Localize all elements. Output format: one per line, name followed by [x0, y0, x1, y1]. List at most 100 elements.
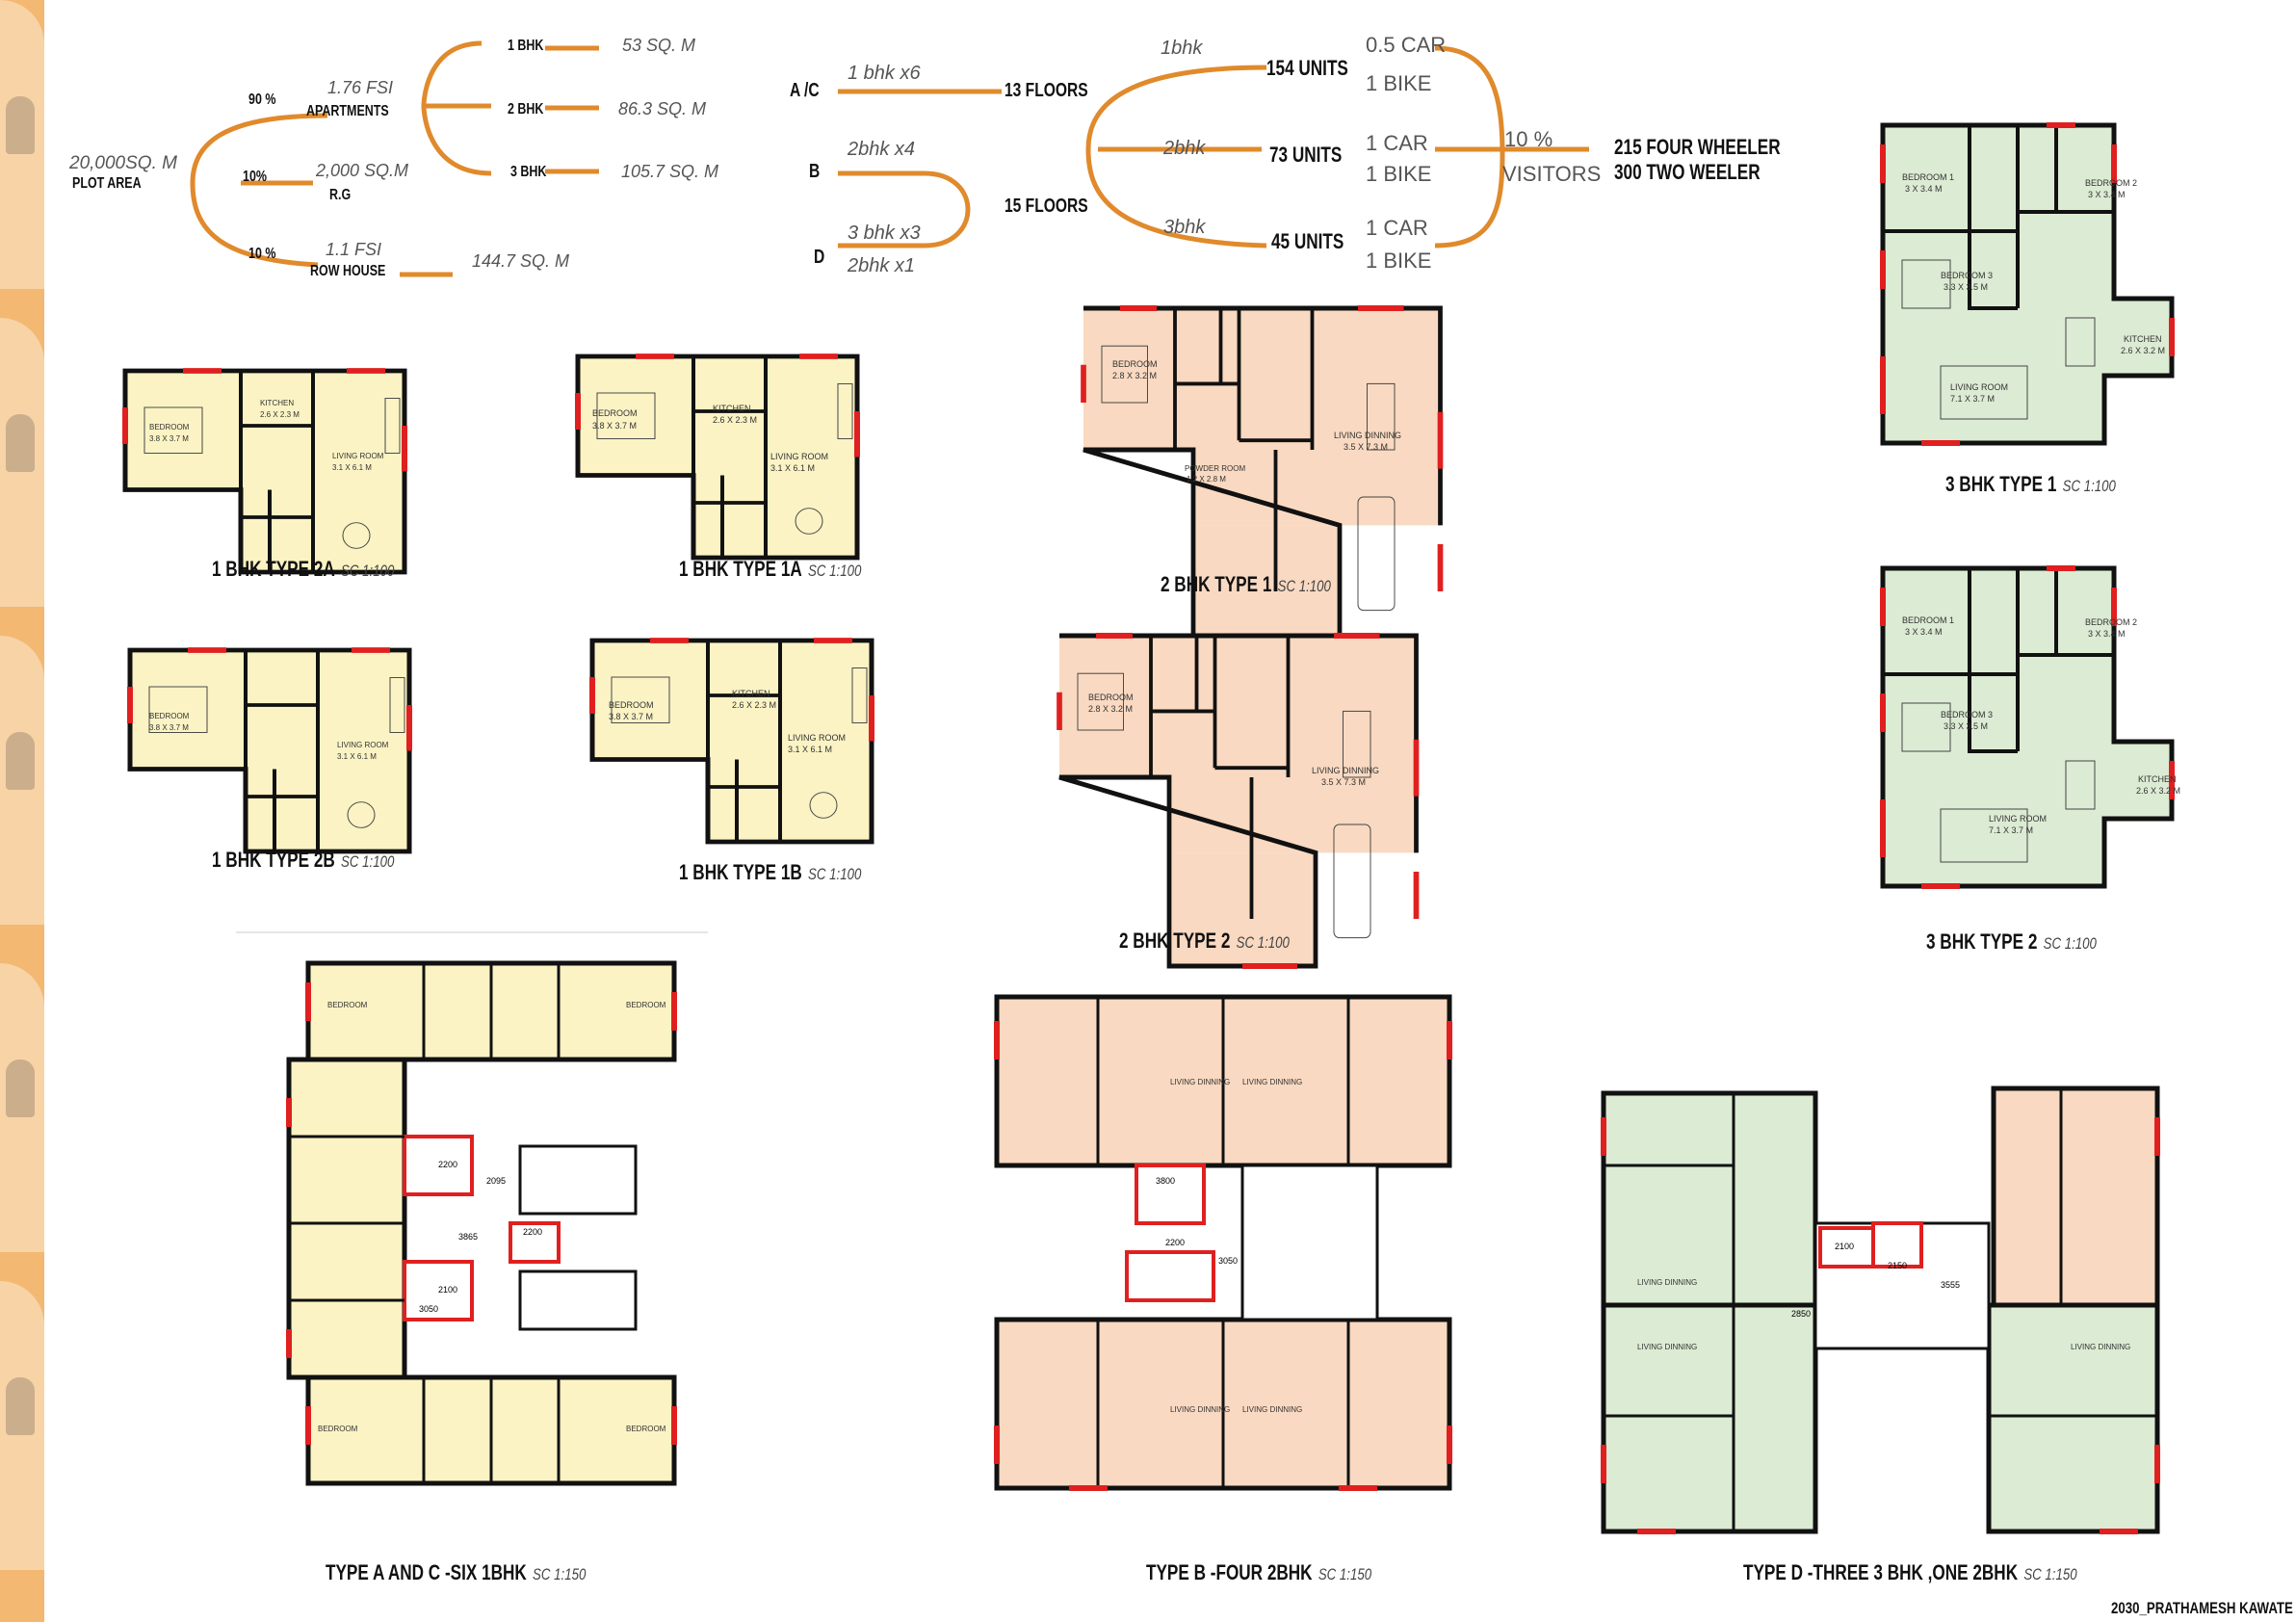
room-label: KITCHEN: [713, 404, 751, 413]
decorative-side-strip: [0, 0, 44, 1622]
program-tree: [190, 40, 1589, 277]
room-dim: 2.8 X 3.2 M: [1088, 704, 1134, 714]
row-house-percent: 10 %: [248, 246, 276, 262]
parking-car-3bhk: 1 CAR: [1366, 216, 1428, 240]
tower-b-floors: 15 FLOORS: [1004, 196, 1088, 217]
room-label: BEDROOM: [149, 712, 190, 720]
dimension-label: 2200: [1165, 1238, 1186, 1247]
room-label: KITCHEN: [2138, 774, 2177, 784]
room-dim: 3.8 X 3.7 M: [609, 712, 654, 721]
room-label: LIVING ROOM: [332, 452, 384, 460]
author-credit: 2030_PRATHAMESH KAWATE: [2111, 1599, 2293, 1617]
caption-1bhk-type-1a: 1 BHK TYPE 1A SC 1:100: [679, 557, 862, 581]
dimension-label: 3050: [419, 1304, 439, 1314]
parking-bike-3bhk: 1 BIKE: [1366, 249, 1432, 273]
apartments-label: APARTMENTS: [306, 103, 389, 119]
room-dim: 2.6 X 2.3 M: [732, 700, 777, 710]
room-dim: 3 X 3.4 M: [2088, 629, 2126, 639]
room-label: BEDROOM: [1088, 693, 1134, 702]
room-dim: 3.8 X 3.7 M: [149, 723, 189, 732]
room-label: BEDROOM: [318, 1425, 358, 1433]
type-3bhk-area: 105.7 SQ. M: [621, 162, 719, 181]
dimension-label: 2100: [438, 1285, 458, 1295]
room-dim: 3 X 3.4 M: [2088, 190, 2126, 199]
room-dim: 3.3 X 3.5 M: [1944, 721, 1989, 731]
room-dim: 2.6 X 2.3 M: [260, 410, 300, 419]
dimension-label: 2100: [1835, 1242, 1855, 1251]
caption-type-d: TYPE D -THREE 3 BHK ,ONE 2BHK SC 1:150: [1743, 1560, 2077, 1584]
room-label: BEDROOM: [626, 1425, 666, 1433]
room-label: POWDER ROOM: [1185, 464, 1246, 473]
plot-area-value: 20,000SQ. M: [69, 153, 177, 173]
type-2bhk-area: 86.3 SQ. M: [618, 99, 707, 118]
room-label: LIVING ROOM: [1989, 814, 2048, 824]
parking-car-1bhk: 0.5 CAR: [1366, 33, 1447, 57]
room-dim: 2.6 X 3.2 M: [2136, 786, 2181, 796]
two-wheeler-total: 300 TWO WEELER: [1614, 160, 1761, 184]
room-dim: 3.3 X 3.5 M: [1944, 282, 1989, 292]
tower-ac-config: 1 bhk x6: [848, 63, 921, 84]
room-label: BEDROOM: [1112, 359, 1158, 369]
dimension-label: 2150: [1888, 1261, 1908, 1270]
tower-ac-floors: 13 FLOORS: [1004, 80, 1088, 101]
room-label: LIVING DINNING: [1637, 1278, 1698, 1287]
tower-b-config: 2bhk x4: [848, 139, 916, 160]
caption-1bhk-type-1b: 1 BHK TYPE 1B SC 1:100: [679, 860, 862, 884]
dimension-label: 2200: [523, 1227, 543, 1237]
room-label: LIVING DINNING: [2071, 1343, 2131, 1351]
room-label: LIVING DINNING: [1637, 1343, 1698, 1351]
room-dim: 3.5 X 7.3 M: [1344, 442, 1389, 452]
tower-b-label: B: [809, 161, 821, 182]
room-label: LIVING ROOM: [788, 733, 847, 743]
unit-type-1bhk: 1bhk: [1161, 38, 1203, 59]
type-3bhk-label: 3 BHK: [510, 164, 547, 180]
tower-d-config-3bhk: 3 bhk x3: [848, 222, 921, 244]
unit-type-3bhk: 3bhk: [1163, 217, 1206, 238]
room-label: BEDROOM 1: [1902, 615, 1955, 625]
room-dim: 7.1 X 3.7 M: [1950, 394, 1996, 404]
person-silhouette: [6, 732, 35, 790]
tower-d-config-2bhk: 2bhk x1: [848, 255, 916, 276]
caption-type-a-c: TYPE A AND C -SIX 1BHK SC 1:150: [326, 1560, 587, 1584]
unit-count-2bhk: 73 UNITS: [1269, 143, 1343, 167]
row-house-fsi: 1.1 FSI: [326, 240, 382, 259]
room-dim: 3.5 X 7.3 M: [1321, 777, 1367, 787]
caption-1bhk-type-2a: 1 BHK TYPE 2A SC 1:100: [212, 557, 395, 581]
plot-area-label: PLOT AREA: [72, 175, 142, 192]
room-label: BEDROOM: [592, 408, 638, 418]
room-dim: 3.1 X 6.1 M: [337, 752, 377, 761]
floor-plan-type-d: [1601, 1086, 2160, 1534]
room-label: BEDROOM 1: [1902, 172, 1955, 182]
row-house-area: 144.7 SQ. M: [472, 251, 570, 271]
room-label: BEDROOM 3: [1941, 710, 1994, 719]
rg-label: R.G: [329, 187, 352, 203]
visitors-percent: 10 %: [1504, 127, 1553, 151]
dimension-label: 2095: [486, 1176, 507, 1186]
type-1bhk-label: 1 BHK: [508, 38, 544, 54]
unit-type-2bhk: 2bhk: [1163, 138, 1206, 159]
room-label: KITCHEN: [260, 399, 295, 407]
room-dim: 3.1 X 6.1 M: [332, 463, 372, 472]
room-label: BEDROOM 2: [2085, 178, 2138, 188]
room-label: BEDROOM 3: [1941, 271, 1994, 280]
room-dim: 2.6 X 3.2 M: [2121, 346, 2166, 355]
room-label: LIVING DINNING: [1170, 1078, 1231, 1086]
room-dim: 3 X 3.4 M: [1905, 627, 1943, 637]
row-house-label: ROW HOUSE: [310, 263, 386, 279]
room-label: KITCHEN: [732, 689, 770, 698]
tower-d-label: D: [814, 247, 825, 268]
room-dim: 2.8 X 3.2 M: [1112, 371, 1158, 380]
person-silhouette: [6, 414, 35, 472]
room-label: BEDROOM: [609, 700, 654, 710]
unit-count-3bhk: 45 UNITS: [1271, 229, 1344, 253]
plan-1bhk-type-2b: [130, 650, 409, 851]
person-silhouette: [6, 1060, 35, 1117]
dimension-label: 3555: [1941, 1280, 1961, 1290]
room-dim: 3.8 X 3.7 M: [149, 434, 189, 443]
room-label: BEDROOM: [149, 423, 190, 432]
caption-2bhk-type-2: 2 BHK TYPE 2 SC 1:100: [1119, 929, 1290, 953]
room-dim: 3.1 X 6.1 M: [770, 463, 816, 473]
visitors-label: VISITORS: [1502, 162, 1602, 186]
room-dim: 1.2 X 2.8 M: [1187, 475, 1226, 484]
